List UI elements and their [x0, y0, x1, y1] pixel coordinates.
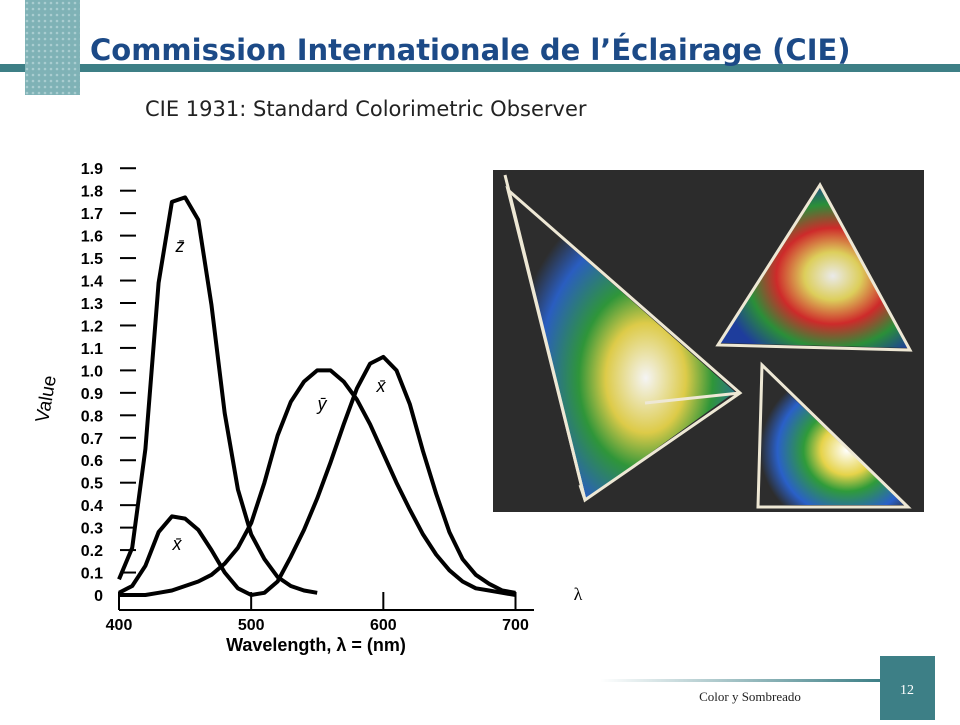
y-tick-label: 1.0: [81, 363, 103, 380]
y-tick-label: 0.2: [81, 543, 103, 560]
curve: [118, 354, 516, 597]
y-tick-label: 0: [94, 588, 103, 605]
page-number: 12: [900, 683, 914, 698]
curve-label: ȳ: [316, 394, 328, 414]
y-tick-label: 0.6: [81, 453, 103, 470]
y-tick-label: 0.9: [81, 386, 103, 403]
y-tick-label: 1.2: [81, 318, 103, 335]
curve-label: x̄: [172, 534, 183, 554]
y-tick-label: 0.8: [81, 408, 103, 425]
x-end-label: λ: [574, 584, 583, 604]
footer-line: [600, 679, 880, 682]
footer-text: Color y Sombreado: [699, 689, 801, 704]
y-tick-label: 1.3: [81, 296, 103, 313]
slide-subtitle: CIE 1931: Standard Colorimetric Observer: [145, 97, 587, 121]
y-tick-label: 1.5: [81, 251, 103, 268]
photo: [493, 170, 924, 512]
y-tick-label: 0.1: [81, 566, 103, 583]
curve-label: z̄: [175, 236, 185, 256]
header-bar: [0, 64, 960, 72]
x-axis-label: Wavelength, λ = (nm): [226, 635, 406, 655]
x-tick-label: 500: [238, 617, 265, 634]
curve: [119, 368, 516, 597]
y-tick-label: 0.3: [81, 521, 103, 538]
y-tick-label: 1.6: [81, 229, 103, 246]
y-tick-label: 1.7: [81, 206, 103, 223]
page-box: [880, 656, 935, 720]
x-tick-label: 600: [370, 617, 397, 634]
curve-label: x̄: [376, 376, 387, 396]
y-tick-label: 0.4: [81, 498, 103, 515]
curve: [117, 195, 318, 595]
x-tick-label: 700: [502, 617, 529, 634]
y-tick-label: 1.1: [81, 341, 103, 358]
y-tick-label: 0.5: [81, 476, 103, 493]
slide-title: Commission Internationale de l’Éclairage…: [90, 33, 851, 67]
y-tick-label: 1.8: [81, 184, 103, 201]
y-tick-label: 0.7: [81, 431, 103, 448]
x-tick-label: 400: [106, 617, 133, 634]
y-tick-label: 1.4: [81, 274, 103, 291]
y-tick-label: 1.9: [81, 161, 103, 178]
header-decoration: [25, 0, 80, 95]
y-axis-label: Value: [32, 374, 61, 424]
